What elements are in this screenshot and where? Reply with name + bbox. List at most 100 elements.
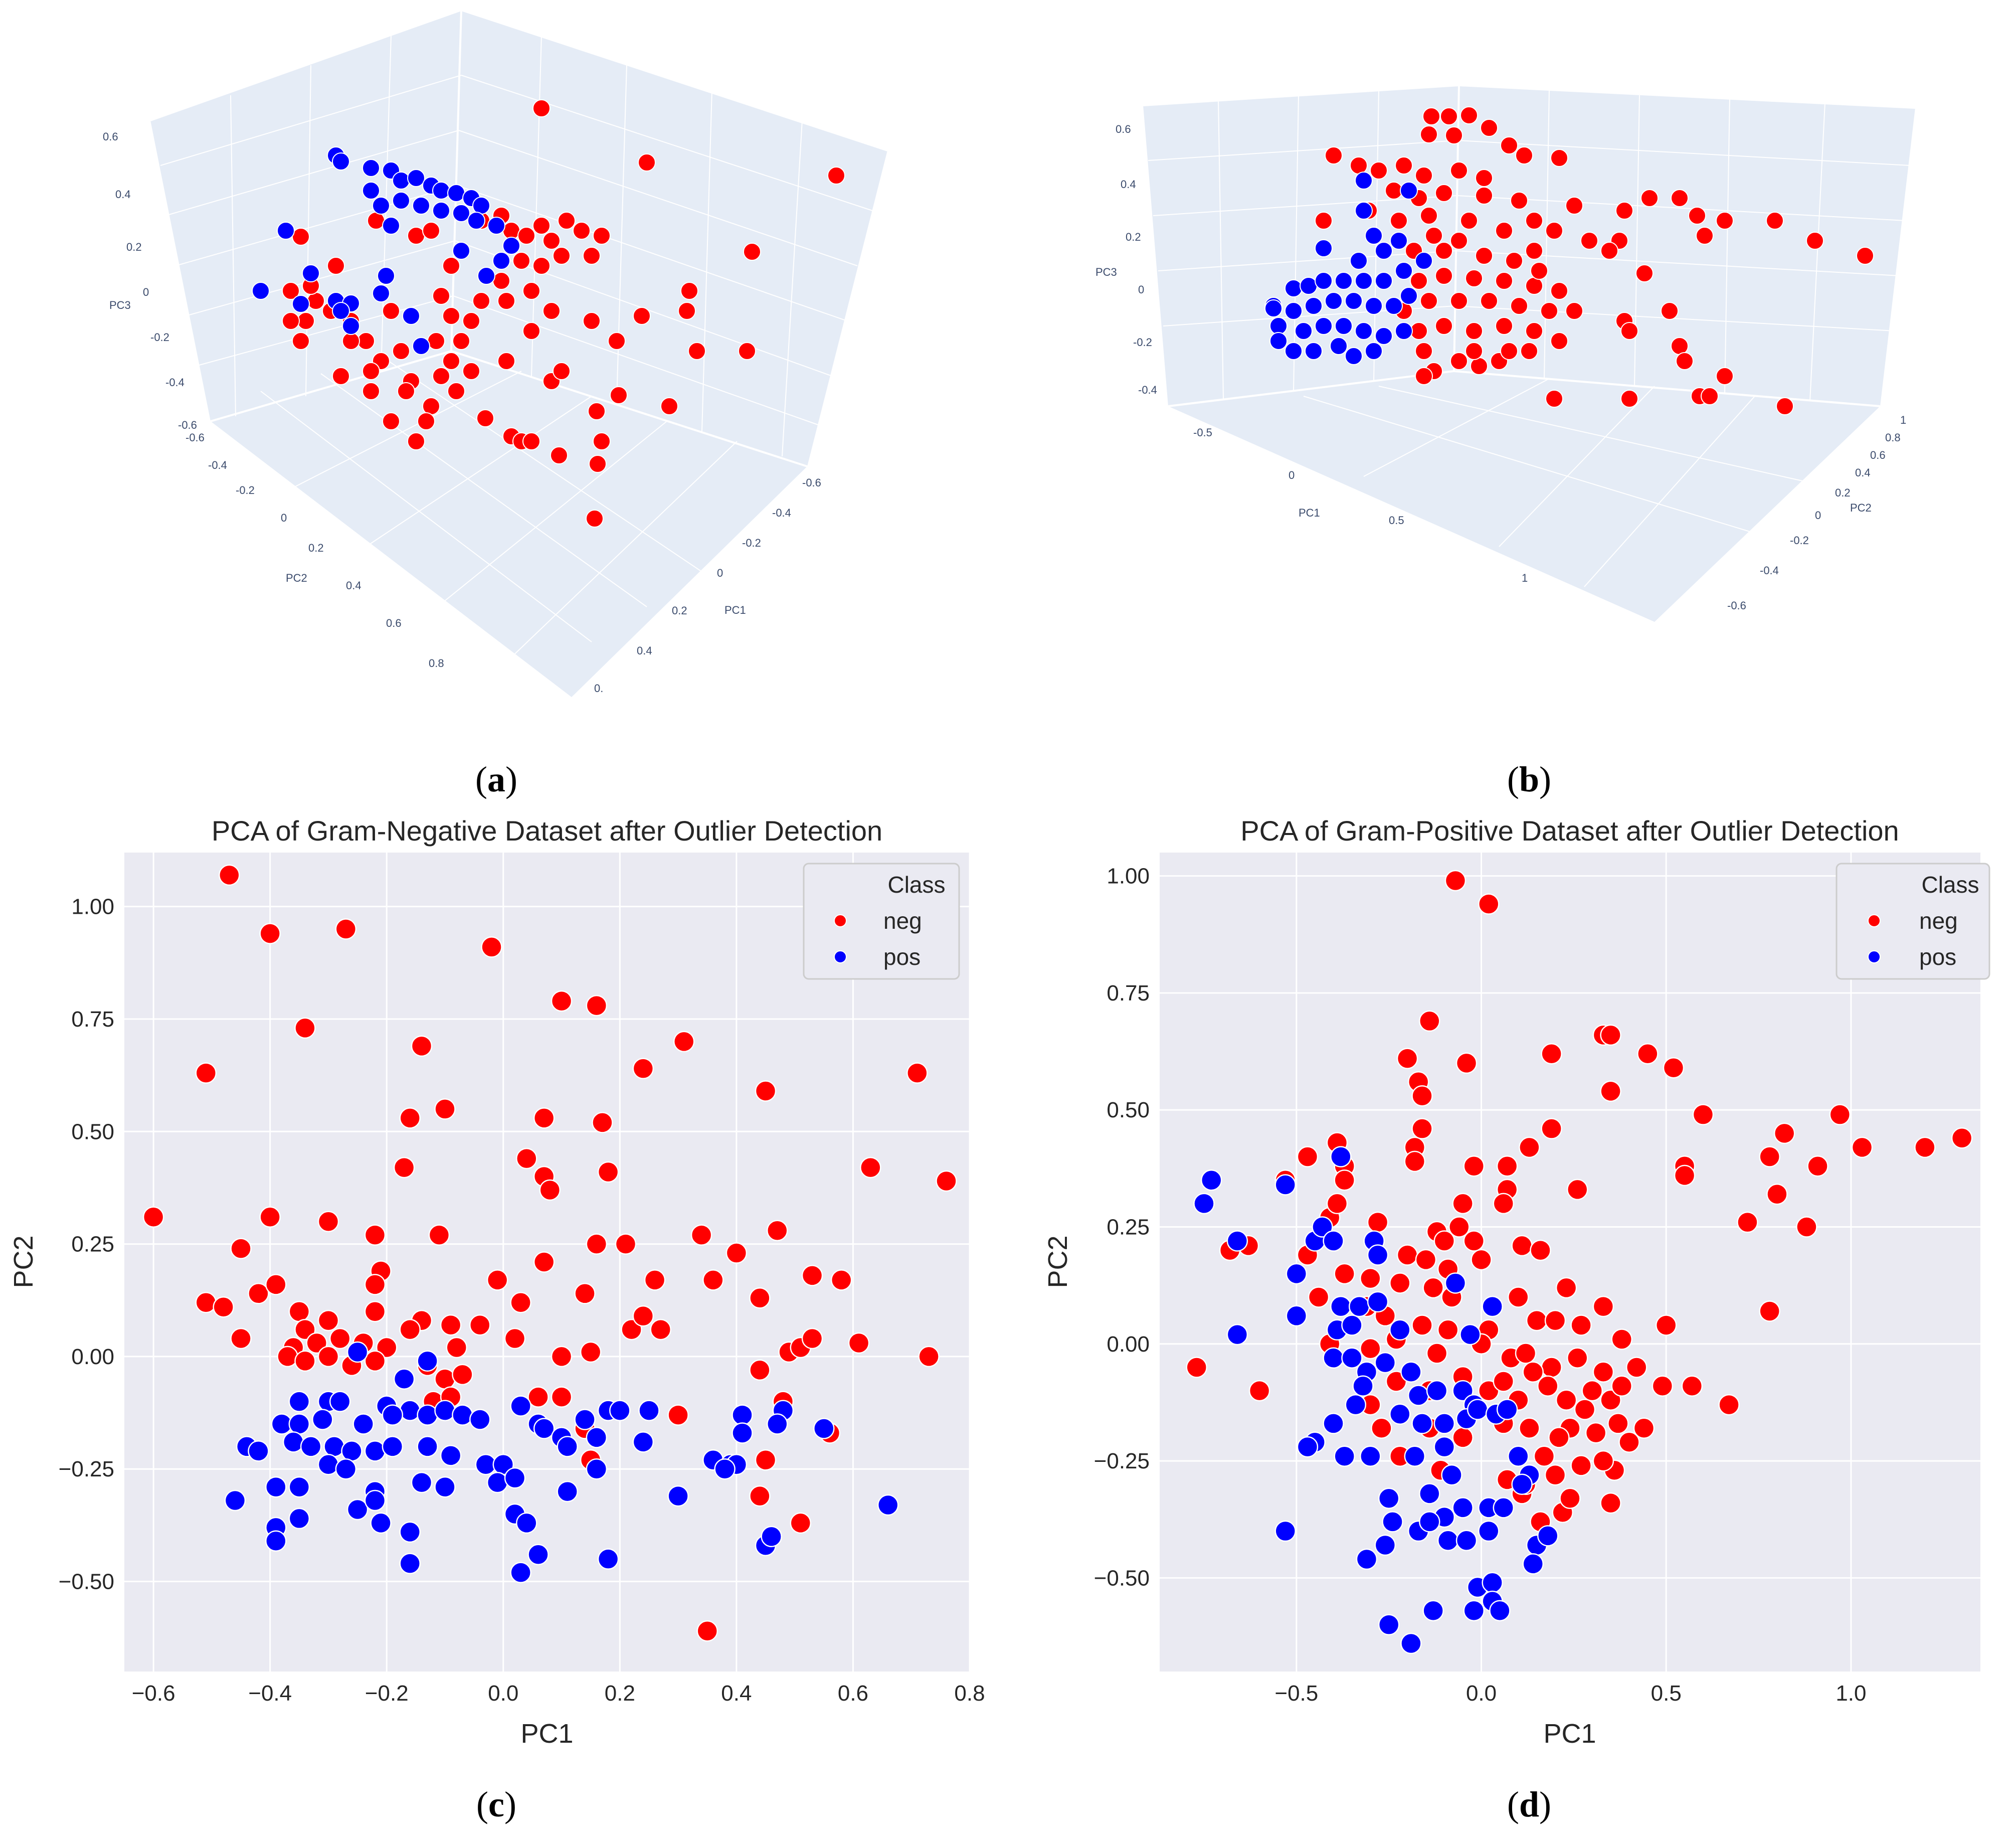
scene-b-z-tick: -0.2 — [1133, 336, 1152, 349]
data-point-neg — [335, 918, 357, 940]
scene-b-point — [1495, 317, 1513, 335]
data-point-neg — [230, 1327, 252, 1350]
scene-b-grid-line — [1148, 140, 1458, 161]
scene-b-point — [1400, 287, 1418, 305]
data-point-neg — [1663, 1057, 1685, 1079]
legend-marker-pos — [834, 950, 847, 963]
scene-b-point — [1696, 227, 1714, 245]
data-point-pos — [346, 1498, 369, 1521]
data-point-pos — [1433, 1436, 1455, 1458]
scene-b-grid-line — [1293, 95, 1299, 392]
x-tick-label: 0.2 — [605, 1681, 635, 1706]
data-point-neg — [1559, 1487, 1581, 1509]
data-point-neg — [906, 1062, 928, 1084]
scene-b-point — [1420, 125, 1438, 143]
data-point-pos — [288, 1476, 310, 1498]
x-axis-label: PC1 — [1543, 1719, 1596, 1749]
data-point-neg — [1574, 1399, 1596, 1420]
scene-b-point — [1620, 322, 1638, 340]
scene-a-point — [588, 402, 606, 420]
data-point-neg — [1360, 1338, 1381, 1360]
data-point-neg — [1396, 1244, 1418, 1266]
data-point-pos — [1200, 1169, 1222, 1191]
scene-a-point — [633, 307, 651, 325]
scene-a-grid-line — [461, 75, 873, 211]
scene-b-y-tick: 1 — [1900, 414, 1906, 426]
scene-b-point — [1465, 322, 1483, 340]
scene-b-point — [1375, 242, 1393, 260]
scene-b-point — [1269, 317, 1288, 335]
data-point-pos — [1382, 1511, 1403, 1533]
scene-b-point — [1530, 262, 1548, 280]
data-point-neg — [539, 1179, 561, 1201]
data-point-neg — [376, 1337, 398, 1359]
scene-a-x-ticks: -0.6 -0.4 -0.2 0 0.2 0.4 0. — [594, 476, 821, 695]
scene-b-point — [1450, 292, 1468, 310]
y-tick-label: 0.25 — [71, 1232, 114, 1257]
legend: Class neg pos — [803, 863, 960, 980]
scene-a-point — [377, 267, 395, 285]
scene-a-point — [522, 432, 540, 450]
scene-b-point — [1445, 126, 1463, 144]
data-point-neg — [428, 1224, 450, 1246]
data-point-neg — [1541, 1043, 1562, 1065]
scene-b-point — [1500, 342, 1518, 360]
data-point-pos — [312, 1409, 333, 1430]
x-tick-label: 0.0 — [1466, 1681, 1497, 1706]
data-point-neg — [1248, 1380, 1270, 1402]
scene-a-point — [392, 342, 410, 360]
data-point-neg — [1773, 1122, 1795, 1144]
x-tick-label: 1.0 — [1836, 1681, 1866, 1706]
data-point-pos — [393, 1368, 415, 1390]
data-point-neg — [248, 1283, 269, 1304]
scene-b-gridlines — [1148, 90, 1911, 587]
data-point-neg — [749, 1359, 771, 1381]
panel-d-caption-letter: d — [1519, 1784, 1539, 1824]
scene-a-point — [472, 292, 490, 310]
x-tick-label: 0.0 — [488, 1681, 518, 1706]
data-point-neg — [767, 1220, 788, 1241]
scene-b-point — [1440, 107, 1458, 125]
data-point-neg — [1592, 1450, 1614, 1472]
scene-a-point — [522, 322, 540, 340]
data-point-pos — [609, 1400, 631, 1421]
scene-a-point — [573, 222, 591, 240]
data-point-pos — [300, 1436, 322, 1457]
data-point-pos — [1312, 1216, 1333, 1238]
scene-a-point — [452, 204, 470, 222]
scene-a-grid-line — [531, 35, 542, 377]
scene-a-point — [678, 302, 696, 320]
panel-b-caption-letter: b — [1519, 759, 1539, 799]
data-point-pos — [411, 1471, 433, 1493]
data-point-neg — [1389, 1272, 1411, 1294]
data-point-neg — [1570, 1314, 1592, 1336]
scene-a-x-tick: 0.4 — [637, 644, 652, 657]
scene-a-grid-line — [230, 95, 236, 417]
data-point-neg — [749, 1485, 771, 1507]
scene-b-point — [1515, 146, 1533, 164]
scene-a-point — [743, 243, 761, 261]
data-point-pos — [1297, 1436, 1319, 1458]
data-point-neg — [288, 1300, 310, 1322]
data-point-pos — [317, 1454, 339, 1475]
data-point-pos — [533, 1418, 555, 1439]
scene-a-grid-line — [701, 90, 712, 432]
scene-a-point — [342, 332, 360, 350]
scene-a-z-tick: 0.4 — [115, 188, 131, 201]
scene-b-point — [1425, 227, 1443, 245]
data-point-pos — [469, 1409, 491, 1430]
scene-b-point — [1480, 119, 1498, 137]
data-point-neg — [452, 1364, 473, 1386]
data-point-pos — [527, 1544, 549, 1565]
data-point-neg — [1186, 1357, 1207, 1378]
y-tick-label: 0.50 — [1107, 1098, 1150, 1122]
scene-b-grid-line — [1809, 102, 1825, 402]
data-point-pos — [382, 1436, 404, 1457]
scene-a-point — [252, 282, 270, 300]
y-tick-label: 0.75 — [1107, 981, 1150, 1006]
data-point-pos — [1286, 1305, 1308, 1327]
y-tick-label: 0.25 — [1107, 1215, 1150, 1240]
y-tick-label: 1.00 — [71, 895, 114, 919]
data-point-neg — [918, 1346, 940, 1368]
y-tick-labels: −0.50 −0.25 0.00 0.25 0.50 0.75 1.00 — [59, 895, 114, 1594]
